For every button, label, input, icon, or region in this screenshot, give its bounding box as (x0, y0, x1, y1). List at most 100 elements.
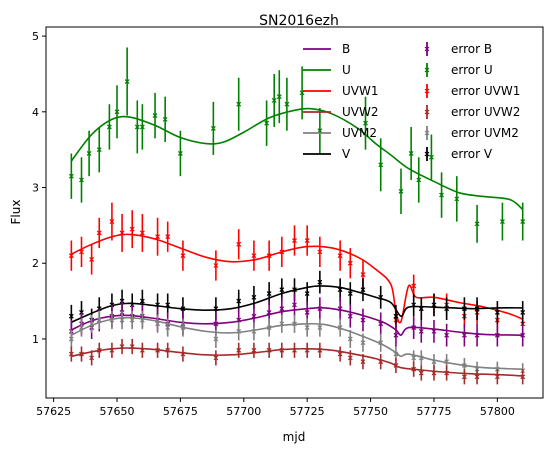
y-tick-label: 2 (32, 257, 39, 270)
data-point-b (279, 306, 285, 312)
data-point-v (494, 310, 500, 315)
data-point-u (474, 221, 480, 227)
legend-item-error-uvw1: error UVW1 (424, 84, 520, 98)
data-point-b (418, 328, 424, 334)
data-point-b (431, 328, 437, 334)
data-point-u (86, 151, 92, 156)
data-point-u (363, 120, 368, 126)
data-point-uvm2 (165, 325, 171, 331)
data-point-u (162, 116, 168, 122)
data-point-uvw1 (411, 283, 417, 289)
data-point-u (152, 113, 158, 119)
data-point-uvw1 (292, 238, 297, 243)
data-point-b (393, 332, 399, 338)
data-point-uvm2 (317, 325, 323, 331)
data-point-u (271, 98, 277, 103)
legend-marker-error-uvw2 (424, 109, 430, 115)
data-point-v (68, 313, 74, 319)
chart-title: SN2016ezh (259, 13, 339, 29)
legend-label-error-v: error V (451, 147, 493, 161)
data-point-uvw1 (317, 249, 323, 255)
data-point-b (444, 332, 450, 338)
data-point-u (106, 124, 112, 130)
data-point-uvw1 (347, 260, 353, 266)
y-tick-label: 4 (32, 106, 39, 119)
data-point-uvw1 (360, 272, 366, 278)
x-tick-label: 57725 (290, 405, 325, 418)
data-point-v (360, 287, 366, 293)
x-tick-label: 57625 (36, 405, 71, 418)
data-point-uvm2 (304, 325, 310, 331)
x-tick-label: 57800 (480, 405, 515, 418)
data-point-uvw2 (494, 374, 500, 380)
data-point-u (500, 219, 505, 225)
data-point-b (292, 302, 297, 308)
data-point-u (68, 173, 74, 179)
y-tick-label: 1 (32, 333, 39, 346)
data-point-v (431, 302, 437, 308)
data-point-v (520, 310, 526, 315)
legend-label-uvm2: UVM2 (342, 126, 377, 140)
legend-label-v: V (342, 147, 351, 161)
legend-label-uvw1: UVW1 (342, 84, 379, 98)
data-point-uvm2 (360, 340, 366, 346)
data-point-v (251, 294, 257, 300)
data-point-u (124, 79, 130, 84)
data-point-uvw1 (129, 226, 135, 232)
legend-label-error-b: error B (451, 42, 492, 56)
legend-item-error-b: error B (424, 42, 492, 56)
x-axis-label: mjd (283, 430, 306, 444)
data-point-uvw1 (213, 263, 219, 268)
data-point-u (317, 128, 323, 134)
data-point-uvw1 (304, 238, 310, 243)
legend-item-error-uvw2: error UVW2 (424, 105, 520, 119)
legend-item-v: V (303, 147, 351, 161)
legend-item-error-uvm2: error UVM2 (424, 126, 519, 140)
legend-label-error-u: error U (451, 63, 493, 77)
data-point-uvw2 (360, 359, 366, 365)
data-point-uvw1 (109, 219, 115, 225)
legend-label-error-uvm2: error UVM2 (451, 126, 519, 140)
legend-label-b: B (342, 42, 350, 56)
legend-item-u: U (303, 63, 351, 77)
data-point-u (96, 147, 102, 153)
axes-frame (45, 26, 544, 399)
data-point-uvw1 (180, 253, 186, 259)
data-point-uvw1 (236, 241, 242, 247)
data-point-uvw1 (139, 230, 145, 236)
data-point-u (378, 162, 384, 168)
series-u (68, 47, 526, 243)
data-point-uvw2 (213, 355, 219, 361)
legend-marker-error-b (424, 46, 430, 52)
data-point-v (347, 291, 353, 296)
data-point-uvw2 (89, 355, 95, 361)
data-point-uvw1 (155, 234, 160, 240)
data-point-uvw1 (89, 257, 95, 262)
data-point-u (429, 154, 434, 160)
data-point-v (304, 291, 310, 296)
data-point-uvw2 (474, 374, 480, 380)
legend-label-uvw2: UVW2 (342, 105, 379, 119)
data-point-u (139, 124, 145, 130)
data-point-v (165, 302, 171, 308)
data-point-u (134, 124, 140, 130)
data-point-u (236, 101, 242, 107)
fit-line-uvw1 (71, 233, 524, 324)
data-point-u (416, 177, 422, 183)
data-point-uvw2 (418, 370, 424, 376)
data-point-v (266, 291, 272, 296)
data-point-b (461, 332, 467, 338)
data-point-u (264, 120, 270, 126)
data-point-v (236, 298, 242, 304)
x-tick-label: 57775 (416, 405, 451, 418)
data-point-u (454, 196, 460, 202)
data-point-uvw2 (337, 351, 343, 357)
legend-label-error-uvw2: error UVW2 (451, 105, 520, 119)
data-point-uvw2 (251, 347, 257, 353)
x-tick-label: 57650 (100, 405, 135, 418)
legend-label-u: U (342, 63, 351, 77)
data-point-u (408, 151, 414, 156)
data-point-u (210, 126, 216, 131)
